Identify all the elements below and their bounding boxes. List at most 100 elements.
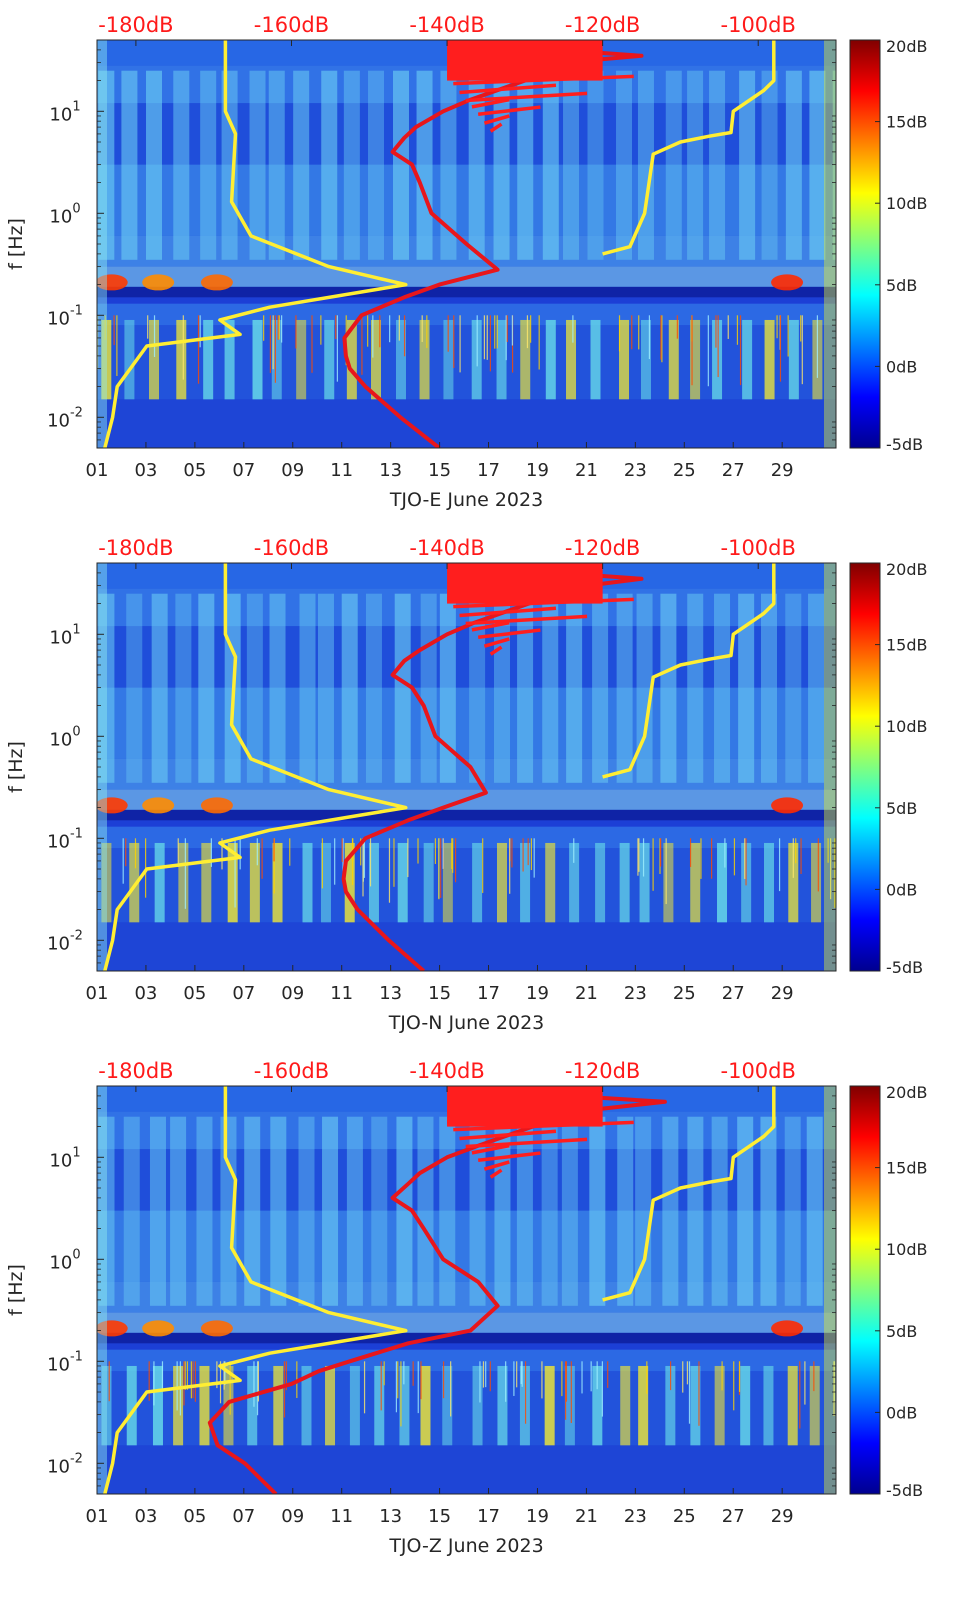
x-tick-label: 05 <box>183 1506 206 1527</box>
x-tick-label: 07 <box>232 1506 255 1527</box>
curve-noise-model-high <box>602 40 776 256</box>
x-tick-label: 07 <box>232 983 255 1004</box>
psd-spread-line <box>477 628 541 640</box>
psd-spread-line <box>489 1168 503 1179</box>
x-tick-label: 11 <box>330 460 353 481</box>
psd-spread-line <box>471 1143 510 1155</box>
colorbar-label: 10dB <box>886 194 928 213</box>
x-tick-label: 29 <box>771 1506 794 1527</box>
top-axis-label: -180dB <box>98 1059 173 1083</box>
y-tick-label: 100 <box>49 724 80 750</box>
x-tick-label: 13 <box>379 1506 402 1527</box>
x-tick-label: 11 <box>330 983 353 1004</box>
x-tick-label: 27 <box>722 460 745 481</box>
y-axis-label: f [Hz] <box>5 1264 27 1316</box>
x-tick-label: 29 <box>771 460 794 481</box>
colorbar <box>849 562 881 972</box>
x-tick-label: 23 <box>624 1506 647 1527</box>
x-tick-label: 27 <box>722 1506 745 1527</box>
curve-noise-model-low <box>103 40 408 448</box>
colorbar <box>849 1085 881 1495</box>
x-tick-label: 23 <box>624 460 647 481</box>
top-axis-label: -160dB <box>254 13 329 37</box>
x-tick-label: 21 <box>575 1506 598 1527</box>
top-axis-label: -160dB <box>254 1059 329 1083</box>
x-tick-label: 25 <box>673 983 696 1004</box>
psd-spread-line <box>465 614 588 626</box>
x-tick-label: 19 <box>526 460 549 481</box>
x-tick-label: 29 <box>771 983 794 1004</box>
y-axis-label: f [Hz] <box>5 218 27 270</box>
psd-spread-line <box>477 1151 541 1163</box>
x-tick-label: 05 <box>183 460 206 481</box>
psd-spread-line <box>489 122 503 133</box>
colorbar-label: 0dB <box>886 880 917 899</box>
colorbar-label: -5dB <box>886 1481 923 1500</box>
x-tick-label: 07 <box>232 460 255 481</box>
top-axis-label: -100dB <box>721 13 796 37</box>
spectrogram-panel-tjo-e: 01 03 05 07 09 11 13 15 17 19 21 23 25 27 29 TJO-E June… <box>5 13 928 511</box>
psd-spread-line <box>471 97 510 109</box>
y-tick-label: 101 <box>49 99 80 125</box>
top-axis-label: -160dB <box>254 536 329 560</box>
psd-spread-line <box>483 114 510 125</box>
psd-spread-line <box>477 105 541 117</box>
x-tick-label: 15 <box>428 983 451 1004</box>
y-tick-label: 10-2 <box>47 928 83 954</box>
psd-spread-line <box>459 606 557 618</box>
psd-spread-block <box>447 1086 603 1127</box>
curve-noise-model-low <box>103 563 408 971</box>
x-tick-label: 27 <box>722 983 745 1004</box>
y-tick-label: 10-1 <box>47 303 83 329</box>
psd-spread-line <box>459 83 557 95</box>
y-tick-label: 100 <box>49 201 80 227</box>
spectrogram-image <box>97 40 836 448</box>
top-axis-label: -100dB <box>721 1059 796 1083</box>
spectrogram-image <box>97 1086 836 1494</box>
psd-spread-line <box>483 1160 510 1171</box>
psd-spread-block <box>447 40 603 81</box>
x-tick-label: 03 <box>134 1506 157 1527</box>
x-tick-label: 05 <box>183 983 206 1004</box>
psd-spread-line <box>489 645 503 656</box>
x-tick-label: 01 <box>86 1506 109 1527</box>
top-axis-label: -180dB <box>98 536 173 560</box>
top-axis-label: -120dB <box>565 13 640 37</box>
x-axis-label: TJO-N June 2023 <box>388 1012 545 1034</box>
x-tick-label: 13 <box>379 983 402 1004</box>
x-tick-label: 17 <box>477 460 500 481</box>
x-tick-label: 21 <box>575 460 598 481</box>
spectrogram-panel-tjo-n: 01 03 05 07 09 11 13 15 17 19 21 23 25 27 29 TJO-N June… <box>5 536 928 1034</box>
x-tick-label: 21 <box>575 983 598 1004</box>
y-tick-label: 10-2 <box>47 1451 83 1477</box>
psd-spread-line <box>459 1129 557 1141</box>
top-axis-label: -140dB <box>409 536 484 560</box>
psd-spread-line <box>471 620 510 632</box>
colorbar-label: 15dB <box>886 1159 928 1178</box>
y-tick-label: 100 <box>49 1247 80 1273</box>
x-tick-label: 15 <box>428 1506 451 1527</box>
top-axis-label: -100dB <box>721 536 796 560</box>
y-tick-label: 10-2 <box>47 405 83 431</box>
spectrogram-panel-tjo-z: 01 03 05 07 09 11 13 15 17 19 21 23 25 27 29 TJO-Z June… <box>5 1059 928 1557</box>
x-tick-label: 25 <box>673 460 696 481</box>
x-tick-label: 17 <box>477 983 500 1004</box>
colorbar-label: -5dB <box>886 435 923 454</box>
colorbar-label: 5dB <box>886 276 917 295</box>
psd-spread-block <box>447 563 603 604</box>
curve-noise-model-high <box>602 1086 776 1302</box>
x-tick-label: 01 <box>86 460 109 481</box>
psd-spread-line <box>483 637 510 648</box>
curve-noise-model-low <box>103 1086 408 1494</box>
x-tick-label: 09 <box>281 983 304 1004</box>
x-tick-label: 25 <box>673 1506 696 1527</box>
curve-noise-model-high <box>602 563 776 779</box>
colorbar-label: 20dB <box>886 1083 928 1102</box>
colorbar <box>849 39 881 449</box>
x-tick-label: 09 <box>281 460 304 481</box>
colorbar-label: 15dB <box>886 636 928 655</box>
x-tick-label: 09 <box>281 1506 304 1527</box>
y-axis-label: f [Hz] <box>5 741 27 793</box>
colorbar-label: 10dB <box>886 1240 928 1259</box>
